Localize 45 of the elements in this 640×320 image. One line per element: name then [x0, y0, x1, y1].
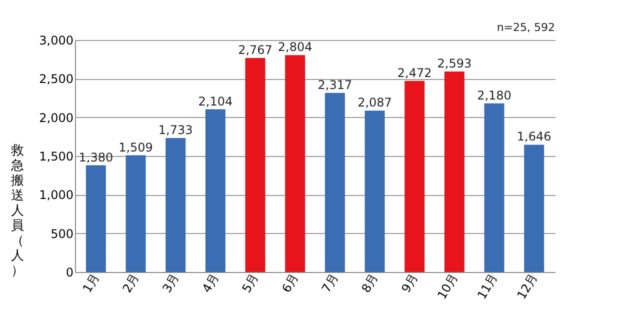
x-tick-label: 9月 — [398, 271, 421, 296]
y-tick-label: 1,000 — [39, 188, 74, 202]
x-tick-label: 2月 — [120, 271, 142, 296]
text: n=25, 592 — [496, 21, 555, 34]
data-label: 1,380 — [78, 150, 114, 164]
bar — [205, 109, 226, 272]
bar — [245, 58, 266, 272]
data-label: 2,180 — [477, 88, 512, 102]
y-tick-label: 2,500 — [39, 72, 74, 86]
data-label: 1,509 — [118, 140, 153, 154]
bar — [484, 103, 504, 272]
data-label: 2,804 — [278, 40, 312, 54]
bar — [285, 55, 306, 272]
text: 救急搬送人員（人） — [11, 144, 24, 278]
data-label: 2,104 — [198, 94, 233, 108]
data-label: 2,317 — [318, 78, 352, 92]
y-tick-label: 0 — [66, 266, 74, 280]
data-label: 1,646 — [516, 130, 552, 144]
y-tick-label: 2,000 — [39, 110, 74, 125]
x-tick-label: 7月 — [319, 271, 341, 296]
x-tick-label: 8月 — [358, 271, 381, 296]
bar — [166, 138, 186, 272]
y-tick-label: 1,500 — [39, 150, 74, 164]
x-tick-label: 11月 — [474, 271, 500, 302]
x-tick-label: 6月 — [279, 271, 302, 296]
data-label: 2,472 — [397, 66, 432, 80]
data-label: 2,767 — [238, 43, 272, 58]
bar — [404, 80, 425, 272]
bar — [364, 110, 385, 272]
x-tick-label: 1月 — [80, 271, 102, 296]
bar — [324, 92, 345, 272]
x-tick-label: 3月 — [160, 271, 182, 296]
bar — [126, 155, 146, 272]
x-tick-label: 10月 — [434, 271, 460, 302]
y-tick-label: 3,000 — [39, 34, 74, 48]
x-tick-label: 4月 — [200, 271, 222, 296]
y-tick-label: 500 — [50, 226, 74, 241]
x-tick-label: 5月 — [239, 271, 262, 296]
bar — [444, 71, 464, 272]
data-label: 2,087 — [358, 96, 392, 110]
x-tick-label: 12月 — [514, 271, 540, 302]
bar — [86, 165, 106, 272]
bar — [524, 144, 544, 272]
data-label: 1,733 — [158, 122, 193, 137]
data-label: 2,593 — [437, 56, 472, 70]
